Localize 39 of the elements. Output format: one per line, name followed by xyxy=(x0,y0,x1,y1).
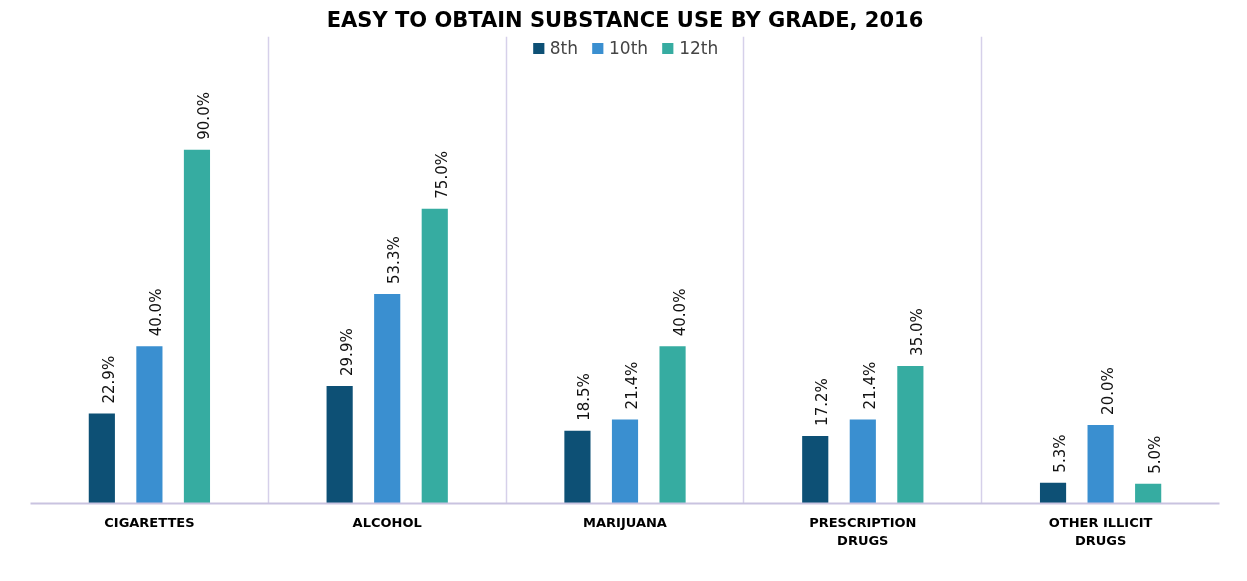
data-label: 35.0% xyxy=(908,308,927,356)
bar xyxy=(1039,482,1067,504)
bar xyxy=(1135,483,1162,504)
bar xyxy=(564,430,591,504)
x-tick-label: ALCOHOL xyxy=(352,514,422,530)
data-label: 18.5% xyxy=(575,373,594,421)
data-label: 75.0% xyxy=(432,151,451,199)
x-tick-label: MARIJUANA xyxy=(583,514,667,530)
data-label: 17.2% xyxy=(813,378,832,426)
data-label: 40.0% xyxy=(670,288,689,337)
bar xyxy=(136,346,163,504)
x-tick-label: CIGARETTES xyxy=(104,514,195,530)
bar xyxy=(88,413,115,504)
bar xyxy=(659,346,686,504)
data-label: 53.3% xyxy=(385,236,404,284)
data-label: 40.0% xyxy=(147,288,166,337)
data-label: 21.4% xyxy=(623,361,641,410)
legend-label: 8th xyxy=(549,38,579,58)
bar xyxy=(183,149,211,504)
bar xyxy=(897,365,924,504)
x-tick-label: PRESCRIPTION DRUGS xyxy=(809,514,917,548)
data-label: 90.0% xyxy=(194,92,213,140)
bar xyxy=(849,419,876,504)
bar xyxy=(374,293,401,504)
bar xyxy=(1087,424,1114,504)
legend-label: 10th xyxy=(609,38,649,58)
data-label: 20.0% xyxy=(1098,367,1117,415)
bar xyxy=(421,208,448,504)
bar xyxy=(611,419,639,504)
legend-label: 12th xyxy=(679,38,719,58)
bar xyxy=(326,385,353,504)
data-label: 22.9% xyxy=(99,355,118,404)
data-label: 5.0% xyxy=(1146,435,1165,474)
bar xyxy=(802,435,829,504)
x-tick-label: OTHER ILLICIT DRUGS xyxy=(1048,514,1153,548)
chart-title: EASY TO OBTAIN SUBSTANCE USE BY GRADE, 2016 xyxy=(326,7,924,32)
data-label: 29.9% xyxy=(337,328,356,376)
data-label: 21.4% xyxy=(860,361,879,410)
data-label: 5.3% xyxy=(1051,434,1070,473)
